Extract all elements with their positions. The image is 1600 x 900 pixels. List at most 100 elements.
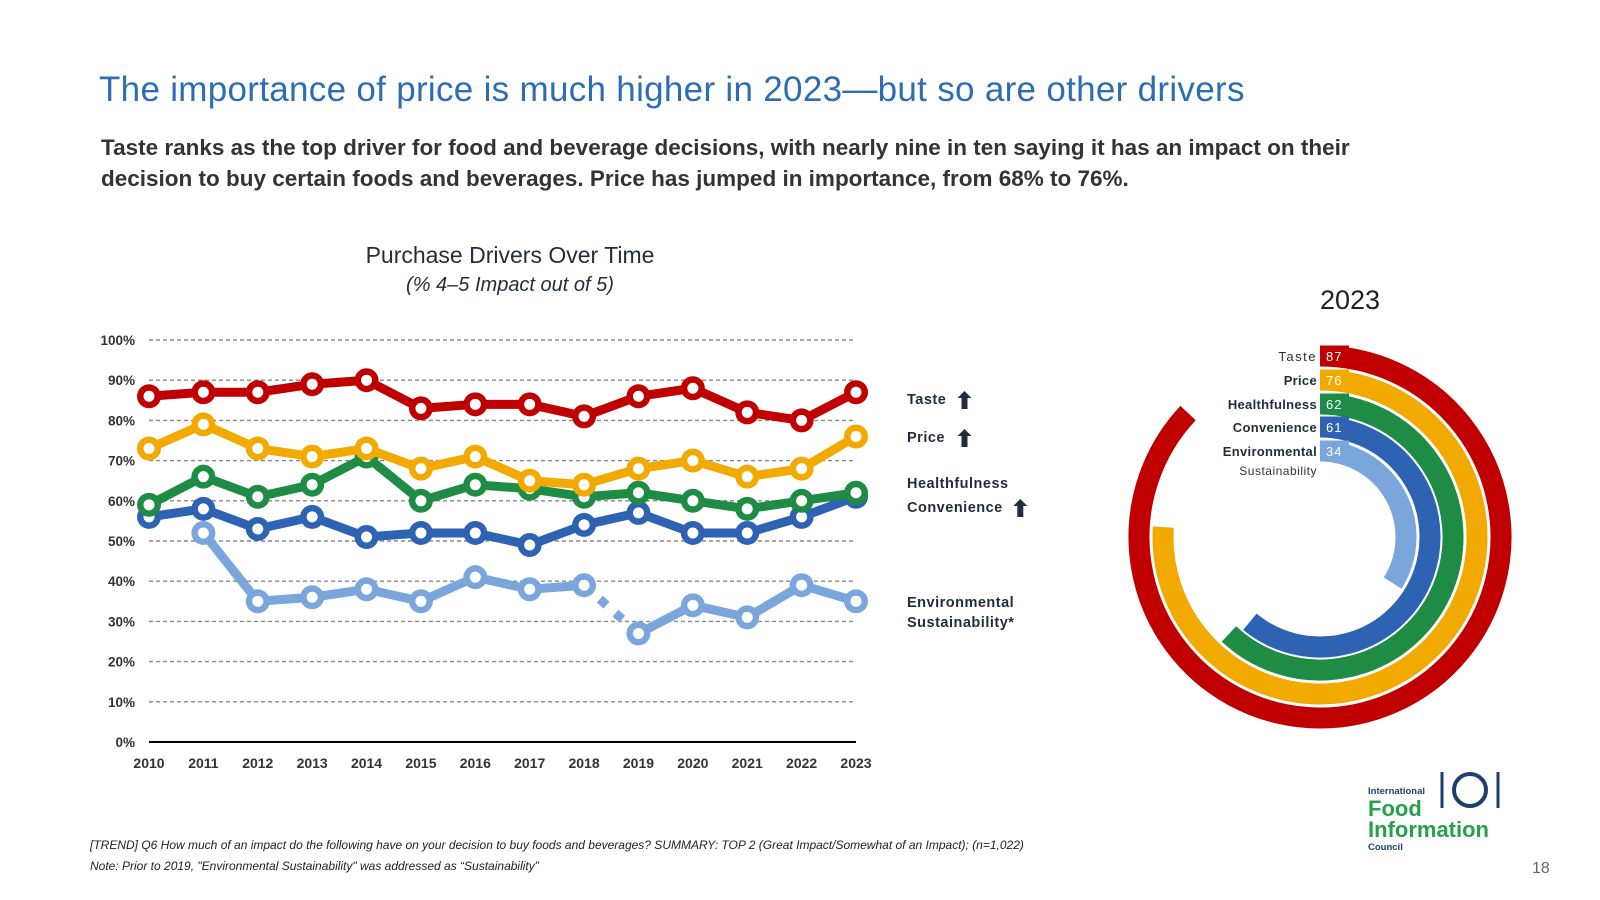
data-point-center <box>850 430 862 442</box>
data-point-center <box>252 443 264 455</box>
data-point-center <box>306 479 318 491</box>
logo-text-council: Council <box>1368 842 1403 853</box>
series-segment <box>198 528 263 606</box>
data-point-center <box>850 487 862 499</box>
y-tick-label: 80% <box>108 413 135 428</box>
data-point-center <box>632 487 644 499</box>
data-point-center <box>741 611 753 623</box>
data-point-center <box>850 595 862 607</box>
x-tick-label: 2015 <box>405 755 436 771</box>
data-point-center <box>252 523 264 535</box>
y-tick-label: 10% <box>108 695 135 710</box>
data-point-center <box>741 471 753 483</box>
data-point-center <box>306 451 318 463</box>
logo-text-food: Food <box>1368 796 1422 821</box>
data-point-center <box>632 627 644 639</box>
data-point-center <box>252 595 264 607</box>
data-point-center <box>796 463 808 475</box>
data-point-center <box>850 386 862 398</box>
x-tick-label: 2010 <box>133 755 164 771</box>
data-point-center <box>741 527 753 539</box>
data-point-center <box>197 527 209 539</box>
data-point-center <box>143 499 155 511</box>
data-point-center <box>578 519 590 531</box>
series-taste <box>137 368 868 433</box>
x-tick-label: 2012 <box>242 755 273 771</box>
data-point-center <box>469 571 481 583</box>
data-point-center <box>687 382 699 394</box>
radial-label: Convenience <box>1233 420 1317 435</box>
x-tick-label: 2011 <box>188 755 219 771</box>
radial-label: Price <box>1284 373 1317 388</box>
data-point-center <box>796 414 808 426</box>
data-point-center <box>524 539 536 551</box>
radial-value-box <box>1320 393 1349 415</box>
data-point-center <box>469 398 481 410</box>
radial-value-box <box>1320 369 1349 391</box>
data-point-center <box>578 479 590 491</box>
y-tick-label: 30% <box>108 614 135 629</box>
y-tick-label: 50% <box>108 534 135 549</box>
x-tick-label: 2017 <box>514 755 545 771</box>
data-point-center <box>632 390 644 402</box>
data-point-center <box>143 390 155 402</box>
x-tick-label: 2014 <box>351 755 382 771</box>
data-point-center <box>306 511 318 523</box>
x-tick-label: 2021 <box>732 755 763 771</box>
radial-chart-title: 2023 <box>1319 285 1381 315</box>
radial-arc-taste <box>1128 345 1512 729</box>
page-title: The importance of price is much higher i… <box>99 70 1245 109</box>
data-point-center <box>687 455 699 467</box>
data-point-center <box>306 378 318 390</box>
up-arrow-icon <box>957 391 972 409</box>
radial-arc-price <box>1152 369 1488 705</box>
y-tick-label: 40% <box>108 574 135 589</box>
data-point-center <box>524 475 536 487</box>
ific-logo: International Food Information Council <box>1368 772 1528 860</box>
radial-label: Taste <box>1278 349 1317 364</box>
radial-value: 62 <box>1326 397 1342 412</box>
data-point-center <box>469 451 481 463</box>
legend-label: Price <box>907 430 945 446</box>
data-point-center <box>361 443 373 455</box>
data-point-center <box>252 491 264 503</box>
x-tick-label: 2022 <box>786 755 817 771</box>
data-point-center <box>469 527 481 539</box>
radial-label: Environmental <box>1223 444 1317 459</box>
legend-label: Taste <box>907 392 946 408</box>
legend-label: Convenience <box>907 500 1003 516</box>
plate-icon <box>1440 772 1500 808</box>
legend-label: Sustainability* <box>907 615 1014 631</box>
data-point-center <box>415 527 427 539</box>
radial-value-box <box>1320 345 1349 367</box>
footnote-note: Note: Prior to 2019, "Environmental Sust… <box>90 859 539 873</box>
radial-value-box <box>1320 440 1349 462</box>
x-tick-label: 2019 <box>623 755 654 771</box>
data-point-center <box>197 418 209 430</box>
data-point-center <box>524 398 536 410</box>
data-point-center <box>306 591 318 603</box>
radial-value: 87 <box>1326 349 1342 364</box>
data-point-center <box>796 495 808 507</box>
data-point-center <box>197 386 209 398</box>
radial-arc-convenience <box>1243 416 1441 658</box>
legend-label: Environmental <box>907 595 1014 611</box>
radial-label: Sustainability <box>1239 464 1317 478</box>
data-point-center <box>361 583 373 595</box>
data-point-center <box>143 443 155 455</box>
y-tick-label: 60% <box>108 494 135 509</box>
data-point-center <box>415 463 427 475</box>
legend-label: Healthfulness <box>907 476 1009 492</box>
series-price <box>137 412 868 497</box>
y-tick-label: 90% <box>108 373 135 388</box>
data-point-center <box>361 374 373 386</box>
data-point-center <box>796 511 808 523</box>
data-point-center <box>197 503 209 515</box>
data-point-center <box>361 531 373 543</box>
data-point-center <box>578 410 590 422</box>
line-chart-title: Purchase Drivers Over Time <box>365 242 655 268</box>
data-point-center <box>415 495 427 507</box>
line-chart-subtitle: (% 4–5 Impact out of 5) <box>406 274 614 296</box>
data-point-center <box>252 386 264 398</box>
